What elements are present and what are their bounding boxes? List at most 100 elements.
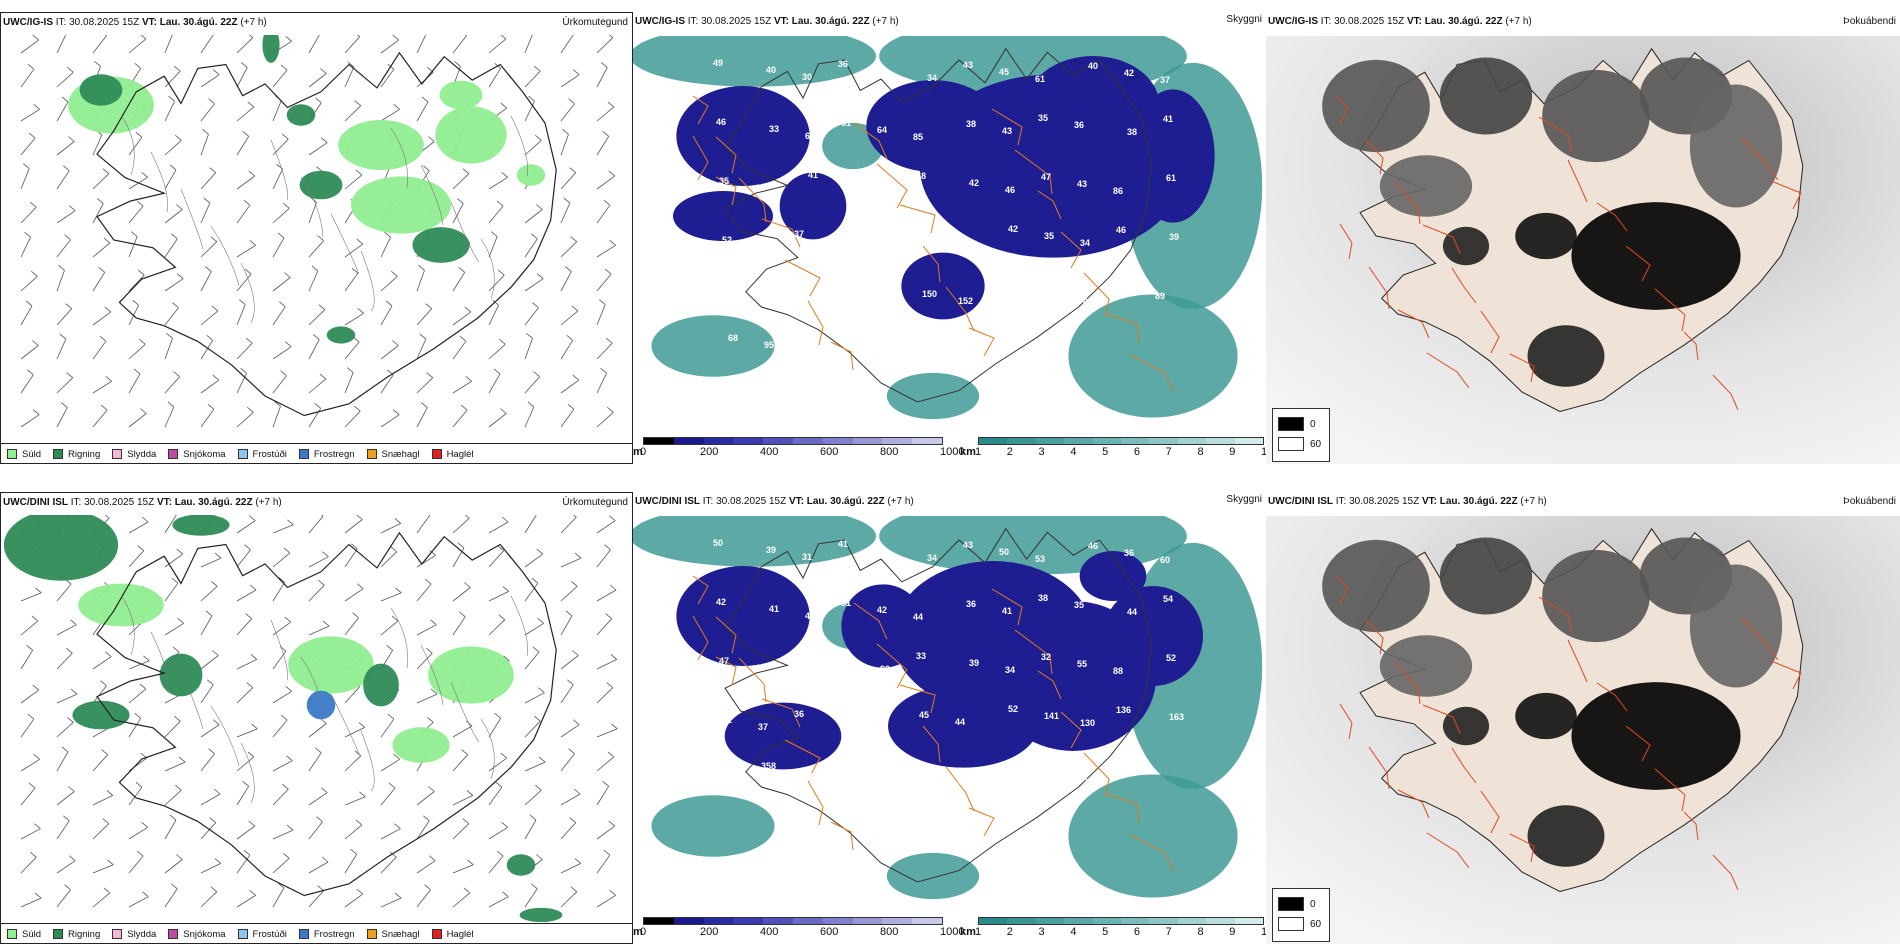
cloud-base-label: 32 [1041,652,1051,662]
cloud-base-label: 130 [1080,718,1095,728]
panel-name: Úrkomutegund [562,17,628,28]
cloud-base-label: 35 [719,176,729,186]
scale-swatch [852,438,883,444]
cloud-base-label: 86 [800,347,810,357]
legend-item: Slydda [112,929,156,940]
cloud-base-label: 31 [841,598,851,608]
cloud-base-label: 42 [1008,224,1018,234]
cloud-base-label: 61 [841,118,851,128]
cloud-base-label: 41 [769,604,779,614]
cloud-base-label: 39 [766,545,776,555]
cloud-panel-row2: UWC/DINI ISL IT: 30.08.2025 15Z VT: Lau.… [633,492,1266,944]
scale-swatch [979,918,1008,924]
scale-swatch [852,918,883,924]
cloud-base-label: 105 [1047,290,1062,300]
scale-swatch [763,918,793,924]
scale-swatch [1177,438,1207,444]
cloud-base-label: 64 [877,125,887,135]
legend-item: Snjókoma [168,448,226,460]
scale-tick: 9 [1229,926,1236,938]
fog-panel-row2: UWC/DINI ISL IT: 30.08.2025 15Z VT: Lau.… [1266,492,1900,944]
legend-item: Frostregn [298,929,355,940]
panel-name: Þokuábendi [1843,496,1896,507]
cloud-base-label: 110 [836,334,851,344]
scale-swatch [1007,918,1036,924]
legend-swatch [366,929,377,939]
precip-panel-row1: UWC/IG-IS IT: 30.08.2025 15Z VT: Lau. 30… [0,12,633,464]
legend-label: Súld [22,928,42,940]
cloud-base-label: 35 [1044,231,1054,241]
cloud-base-label: 88 [925,348,935,358]
legend-swatch [7,929,17,939]
fog-legend-label: 60 [1310,438,1322,450]
visibility-scale: km 12345678910 [960,917,1266,941]
scale-swatch [673,438,704,444]
scale-swatch [882,918,913,924]
legend-item: Snæhagl [366,928,420,940]
scale-swatch [1092,918,1122,924]
legend-swatch [237,449,248,459]
cloud-base-label: 38 [1127,127,1137,137]
legend-item: Snæhagl [366,449,420,460]
legend-label: Snæhagl [381,928,420,940]
cloud-base-label: 38 [955,237,965,247]
cloud-base-label: 40 [766,65,776,75]
legend-label: Snjókoma [183,448,226,460]
cloud-base-label: 41 [808,170,818,180]
cloud-base-label: 48 [758,242,768,252]
cloud-base-label: 44 [913,612,923,622]
cloud-base-label: 49 [883,703,893,713]
cloud-base-label: 46 [1088,541,1098,551]
cloud-base-label: 47 [1041,172,1051,182]
fog-legend-swatch [1278,917,1304,931]
legend-item: Snjókoma [168,929,226,940]
cloud-base-label: 41 [1163,114,1173,124]
fog-legend-item: 0 [1278,897,1316,911]
legend-swatch [168,929,179,939]
cloud-base-label: 31 [802,552,812,562]
scale-tick: 400 [760,446,779,458]
cloud-base-label: 86 [1113,186,1123,196]
legend-label: Súld [22,448,42,460]
scale-tick: 8 [1197,926,1204,938]
cloud-base-label: 52 [1166,653,1176,663]
cloud-base-label: 46 [1116,225,1126,235]
cloud-base-label: 152 [958,296,973,306]
fog-legend: 0 60 [1272,408,1330,462]
legend-item: Rigning [53,449,100,460]
cloud-base-label: 38 [874,66,884,76]
scale-tick: 6 [1133,926,1140,938]
scale-swatch [703,438,734,444]
scale-swatch [979,438,1008,444]
cloud-base-label: 42 [877,605,887,615]
cloud-base-label: 62 [805,131,815,141]
cloud-base-label: 36 [1124,548,1134,558]
fog-legend-label: 0 [1310,898,1316,910]
cloud-base-label: 37 [758,722,768,732]
cloud-base-label: 44 [1127,607,1137,617]
cloud-base-label: 41 [808,650,818,660]
cloud-base-label: 45 [919,710,929,720]
scale-swatch [792,438,823,444]
scale-tick: 5 [1102,446,1109,458]
scale-swatch [1035,918,1065,924]
cloud-base-label: 42 [716,597,726,607]
legend-label: Frostregn [313,448,355,460]
cloud-base-label: 112 [886,282,901,292]
cloud-base-scale: m 0 200 400 600 800 1000 [633,917,964,941]
cloud-base-label: 33 [847,716,857,726]
panel-title: UWC/DINI ISL IT: 30.08.2025 15Z VT: Lau.… [1268,496,1547,507]
cloud-base-label: 524 [958,776,973,786]
cloud-base-label: 85 [913,132,923,142]
panel-name: Skyggni [1226,494,1262,505]
scale-tick: 600 [820,446,839,458]
cloud-base-label: 42 [1124,68,1134,78]
cloud-base-label: 245 [797,768,812,778]
scale-swatch [644,438,674,444]
legend-item: Haglél [431,929,474,940]
cloud-base-label: 150 [922,289,937,299]
legend-item: Frostregn [298,448,355,460]
scale-tick: 5 [1102,926,1109,938]
cloud-base-label: 39 [874,546,884,556]
scale-swatch [733,918,764,924]
